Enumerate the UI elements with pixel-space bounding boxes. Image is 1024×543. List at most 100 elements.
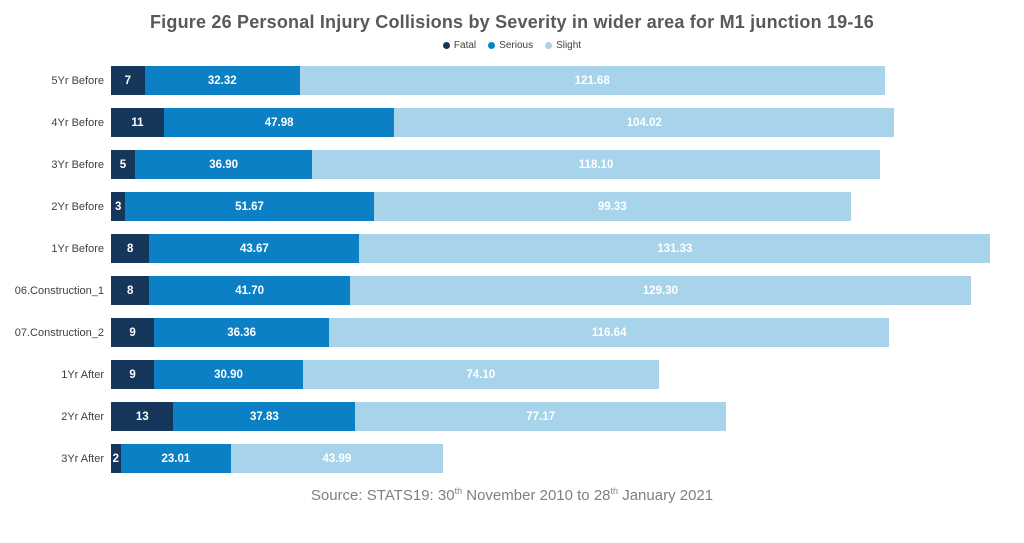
bar-row: 07.Construction_2 9 36.36 116.64 <box>0 318 1024 347</box>
category-label: 2Yr After <box>61 410 104 423</box>
bar-track: 11 47.98 104.02 <box>111 108 1024 137</box>
source-superscript: th <box>610 486 619 496</box>
category-label: 5Yr Before <box>51 74 104 87</box>
chart-title: Figure 26 Personal Injury Collisions by … <box>149 12 874 32</box>
bar-segment-fatal: 11 <box>111 108 164 137</box>
value-label: 47.98 <box>264 116 294 129</box>
bar-segment-serious: 41.70 <box>149 276 350 305</box>
bar-track: 7 32.32 121.68 <box>111 66 1024 95</box>
bar-segment-slight: 43.99 <box>231 444 443 473</box>
value-label: 9 <box>129 326 136 339</box>
bar-row: 1Yr Before 8 43.67 131.33 <box>0 234 1024 263</box>
bar-segment-serious: 36.90 <box>135 150 313 179</box>
value-label: 2 <box>112 452 119 465</box>
bar-segment-slight: 77.17 <box>355 402 727 431</box>
category-label: 1Yr After <box>61 368 104 381</box>
value-label: 43.67 <box>239 242 269 255</box>
bar-segment-fatal: 8 <box>111 234 150 263</box>
value-label: 11 <box>131 116 144 129</box>
bar-segment-fatal: 3 <box>111 192 126 221</box>
category-label: 06.Construction_1 <box>14 284 104 297</box>
value-label: 77.17 <box>526 410 556 423</box>
bar-segment-serious: 47.98 <box>163 108 395 137</box>
legend-item-fatal: Fatal <box>442 40 477 51</box>
value-label: 121.68 <box>574 74 610 87</box>
bar-row: 2Yr Before 3 51.67 99.33 <box>0 192 1024 221</box>
bar-track: 3 51.67 99.33 <box>111 192 1024 221</box>
legend-swatch-icon <box>442 42 450 49</box>
legend-label: Slight <box>556 40 582 51</box>
bar-segment-slight: 121.68 <box>299 66 885 95</box>
legend-swatch-icon <box>545 42 553 49</box>
category-label: 4Yr Before <box>51 116 104 129</box>
value-label: 43.99 <box>322 452 352 465</box>
legend-item-slight: Slight <box>545 40 581 51</box>
source-superscript: th <box>454 486 463 496</box>
bar-segment-slight: 131.33 <box>359 234 991 263</box>
value-label: 74.10 <box>466 368 496 381</box>
value-label: 3 <box>115 200 122 213</box>
bar-row: 3Yr Before 5 36.90 118.10 <box>0 150 1024 179</box>
bar-segment-serious: 23.01 <box>120 444 232 473</box>
value-label: 104.02 <box>626 116 662 129</box>
bar-row: 4Yr Before 11 47.98 104.02 <box>0 108 1024 137</box>
bar-segment-fatal: 13 <box>111 402 174 431</box>
legend-item-serious: Serious <box>488 40 533 51</box>
category-label: 2Yr Before <box>51 200 104 213</box>
bar-row: 06.Construction_1 8 41.70 129.30 <box>0 276 1024 305</box>
value-label: 5 <box>119 158 127 171</box>
bar-segment-serious: 30.90 <box>154 360 303 389</box>
value-label: 30.90 <box>214 368 243 381</box>
value-label: 32.32 <box>207 74 237 87</box>
bar-track: 5 36.90 118.10 <box>111 150 1024 179</box>
value-label: 23.01 <box>161 452 191 465</box>
value-label: 37.83 <box>249 410 279 423</box>
bar-segment-serious: 37.83 <box>173 402 356 431</box>
value-label: 131.33 <box>657 242 693 255</box>
value-label: 13 <box>135 410 149 423</box>
bar-segment-slight: 74.10 <box>302 360 659 389</box>
bar-track: 9 30.90 74.10 <box>111 360 1024 389</box>
value-label: 36.90 <box>209 158 239 171</box>
value-label: 8 <box>127 284 134 297</box>
value-label: 116.64 <box>591 326 627 339</box>
bar-segment-serious: 43.67 <box>149 234 360 263</box>
bar-segment-fatal: 2 <box>111 444 121 473</box>
value-label: 41.70 <box>235 284 265 297</box>
category-label: 1Yr Before <box>51 242 104 255</box>
bar-segment-slight: 99.33 <box>373 192 851 221</box>
bar-track: 13 37.83 77.17 <box>111 402 1024 431</box>
bar-row: 2Yr After 13 37.83 77.17 <box>0 402 1024 431</box>
bar-segment-slight: 116.64 <box>328 318 890 347</box>
source-note: Source: STATS19: 30th November 2010 to 2… <box>0 486 1024 504</box>
bar-row: 5Yr Before 7 32.32 121.68 <box>0 66 1024 95</box>
bar-row: 1Yr After 9 30.90 74.10 <box>0 360 1024 389</box>
category-label: 3Yr After <box>61 452 104 465</box>
bar-segment-slight: 129.30 <box>349 276 972 305</box>
source-text: January 2021 <box>618 487 714 504</box>
bar-row: 3Yr After 2 23.01 43.99 <box>0 444 1024 473</box>
bar-segment-fatal: 8 <box>111 276 150 305</box>
legend-label: Fatal <box>453 40 477 51</box>
bar-segment-fatal: 9 <box>111 318 155 347</box>
value-label: 51.67 <box>235 200 264 213</box>
category-label: 3Yr Before <box>51 158 104 171</box>
bar-track: 8 41.70 129.30 <box>111 276 1024 305</box>
value-label: 99.33 <box>597 200 627 213</box>
value-label: 7 <box>124 74 132 87</box>
source-text: November 2010 to 28 <box>462 487 611 504</box>
value-label: 129.30 <box>642 284 679 297</box>
bar-track: 8 43.67 131.33 <box>111 234 1024 263</box>
category-label: 07.Construction_2 <box>14 326 104 339</box>
bar-segment-serious: 36.36 <box>154 318 329 347</box>
legend-label: Serious <box>499 40 534 51</box>
bar-track: 2 23.01 43.99 <box>111 444 1024 473</box>
value-label: 8 <box>127 242 134 255</box>
bar-segment-serious: 32.32 <box>144 66 300 95</box>
source-text: Source: STATS19: 30 <box>310 487 455 504</box>
value-label: 9 <box>129 368 136 381</box>
bar-segment-fatal: 9 <box>111 360 155 389</box>
value-label: 118.10 <box>578 158 614 171</box>
bar-segment-fatal: 7 <box>111 66 145 95</box>
